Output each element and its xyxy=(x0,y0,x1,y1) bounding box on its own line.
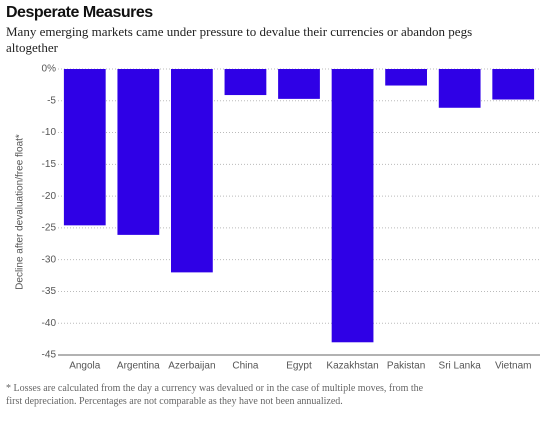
bar xyxy=(63,69,106,226)
y-tick-label: -25 xyxy=(42,223,57,234)
x-tick-label: Angola xyxy=(69,361,101,372)
y-tick-label: -5 xyxy=(47,95,56,106)
x-tick-label: Pakistan xyxy=(387,361,425,372)
bar xyxy=(331,69,374,343)
y-tick-label: -10 xyxy=(42,127,57,138)
bar xyxy=(438,69,481,108)
footnote: * Losses are calculated from the day a c… xyxy=(6,383,424,407)
bar xyxy=(117,69,160,235)
y-tick-label: -40 xyxy=(42,318,57,329)
x-tick-label: Egypt xyxy=(286,361,312,372)
y-tick-label: -30 xyxy=(42,254,57,265)
chart-subtitle: Many emerging markets came under pressur… xyxy=(6,24,473,55)
y-tick-label: -45 xyxy=(42,350,57,361)
x-tick-label: Sri Lanka xyxy=(439,361,482,372)
y-axis-label: Decline after devaluation/free float* xyxy=(15,134,26,290)
bar xyxy=(385,69,427,86)
y-tick-label: -35 xyxy=(42,286,57,297)
bar xyxy=(224,69,267,96)
x-tick-label: Vietnam xyxy=(495,361,532,372)
bar xyxy=(171,69,213,273)
y-tick-label: 0% xyxy=(42,64,57,75)
x-tick-label: Azerbaijan xyxy=(168,361,215,372)
bar xyxy=(492,69,535,100)
chart-title: Desperate Measures xyxy=(6,4,153,21)
bar xyxy=(278,69,320,99)
y-tick-label: -15 xyxy=(42,159,57,170)
x-tick-label: China xyxy=(232,361,259,372)
x-tick-label: Kazakhstan xyxy=(326,361,378,372)
x-tick-label: Argentina xyxy=(117,361,160,372)
y-tick-label: -20 xyxy=(42,191,57,202)
